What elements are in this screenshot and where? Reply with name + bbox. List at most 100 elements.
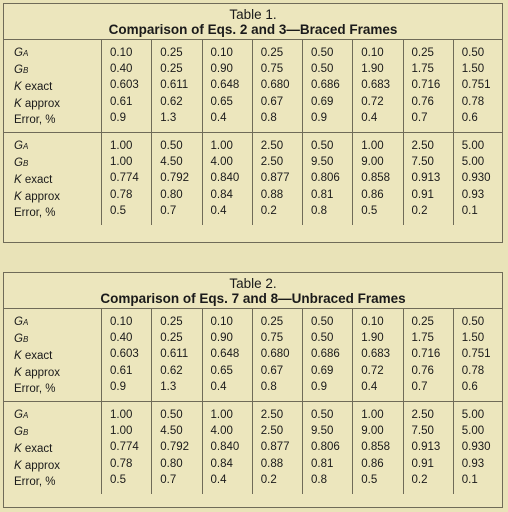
row-label: Error, % [14,112,101,128]
value-column: 1.00 1.00 0.774 0.78 0.5 [102,402,153,495]
symbol: G [14,64,23,77]
table-cell: 2.50 [260,409,284,422]
table-cell: 0.65 [210,364,233,377]
table-cell: 0.611 [160,348,189,361]
table-cell: 0.751 [461,348,491,361]
row-label: GA [14,314,101,331]
table-cell: 0.686 [311,79,340,92]
value-column: 5.00 5.00 0.930 0.93 0.1 [454,402,504,494]
table-cell: 0.84 [210,188,233,201]
label-text: Error, % [14,113,56,126]
label-column: GA GB K exact K approx Error, % [4,133,102,226]
table-cell: 0.93 [461,188,485,201]
row-group: GA GB K exact K approx Error, % 1.00 1.00 0.774… [4,402,504,495]
value-column: 5.00 5.00 0.930 0.93 0.1 [454,133,504,225]
table-cell: 0.62 [160,95,183,108]
row-label: GA [14,138,101,155]
table-cell: 0.91 [411,457,434,470]
table-cell: 1.75 [411,63,434,76]
table-cell: 0.5 [361,204,378,217]
table-cell: 5.00 [461,156,485,169]
row-label: GB [14,62,101,79]
table-cell: 0.792 [160,172,190,185]
table-cell: 2.50 [411,409,434,422]
value-column: 0.25 0.25 0.611 0.62 1.3 [152,309,203,402]
table-cell: 0.716 [411,348,441,361]
table-caption: Table 1. Comparison of Eqs. 2 and 3—Brac… [4,4,502,40]
label-text: exact [21,443,53,456]
table-cell: 0.72 [361,95,384,108]
table-cell: 0.4 [210,204,227,217]
value-column: 2.50 7.50 0.913 0.91 0.2 [404,133,454,226]
table-cell: 0.40 [110,332,133,345]
table-cell: 0.61 [110,95,133,108]
subscript: A [22,318,29,327]
row-label: K approx [14,96,101,112]
subscript: B [22,428,29,438]
table-cell: 0.648 [210,348,240,361]
table-cell: 0.930 [461,172,491,185]
table-cell: 0.10 [210,47,233,59]
row-label: GB [14,331,101,348]
label-text: Error, % [14,382,56,395]
table-cell: 4.00 [210,156,233,169]
symbol: G [14,333,23,346]
table-cell: 0.7 [411,380,428,393]
table-cell: 0.2 [411,204,428,217]
table-cell: 1.50 [461,63,485,76]
table-cell: 0.50 [160,140,183,153]
table-cell: 1.3 [160,111,177,124]
label-column: GA GB K exact K approx Error, % [4,402,102,495]
table-cell: 0.10 [210,316,233,328]
table-cell: 0.930 [461,441,491,454]
table-number: Table 2. [229,276,277,291]
table-cell: 0.72 [361,364,384,377]
table-2: Table 2. Comparison of Eqs. 7 and 8—Unbr… [3,272,503,508]
table-cell: 1.00 [110,140,133,153]
table-cell: 5.00 [461,425,485,438]
value-column: 0.25 0.25 0.611 0.62 1.3 [152,40,203,133]
value-column: 1.00 4.00 0.840 0.84 0.4 [203,402,253,495]
table-cell: 0.7 [160,473,177,486]
table-cell: 4.00 [210,425,233,438]
table-cell: 0.80 [160,457,183,470]
table-cell: 0.680 [260,79,290,92]
table-cell: 0.9 [311,111,327,124]
table-cell: 1.90 [361,63,384,76]
value-column: 0.25 0.75 0.680 0.67 0.8 [253,309,303,402]
table-cell: 0.81 [311,188,334,201]
label-column: GA GB K exact K approx Error, % [4,309,102,402]
table-cell: 0.50 [311,316,334,328]
value-column: 0.50 0.50 0.686 0.69 0.9 [303,40,354,133]
table-cell: 0.2 [260,473,277,486]
table-cell: 0.858 [361,441,391,454]
table-cell: 0.69 [311,364,334,377]
table-cell: 0.4 [361,380,378,393]
table-body: GA GB K exact K approx Error, % 0.10 0.40 0.603… [4,309,504,495]
label-text: Error, % [14,206,56,219]
table-cell: 0.67 [260,364,284,377]
table-cell: 0.6 [461,380,478,393]
table-cell: 0.4 [210,473,227,486]
value-column: 0.10 1.90 0.683 0.72 0.4 [353,309,404,402]
table-cell: 0.603 [110,79,139,92]
symbol: K [14,366,22,379]
row-group: GA GB K exact K approx Error, % 0.10 0.40 0.603… [4,309,502,403]
subscript: A [22,142,29,152]
table-cell: 0.806 [311,441,340,454]
table-cell: 1.90 [361,332,384,345]
table-cell: 2.50 [260,140,284,153]
value-column: 0.50 4.50 0.792 0.80 0.7 [152,402,203,495]
table-cell: 0.65 [210,95,233,108]
table-cell: 0.611 [160,79,189,92]
value-column: 0.10 1.90 0.683 0.72 0.4 [353,40,404,133]
table-cell: 0.67 [260,95,284,108]
table-cell: 0.603 [110,348,139,361]
label-text: exact [21,81,53,94]
table-cell: 0.78 [461,364,485,377]
table-number: Table 1. [229,7,277,22]
table-cell: 0.5 [110,204,126,217]
table-cell: 4.50 [160,156,183,169]
table-cell: 0.90 [210,332,233,345]
table-cell: 0.50 [461,47,485,59]
